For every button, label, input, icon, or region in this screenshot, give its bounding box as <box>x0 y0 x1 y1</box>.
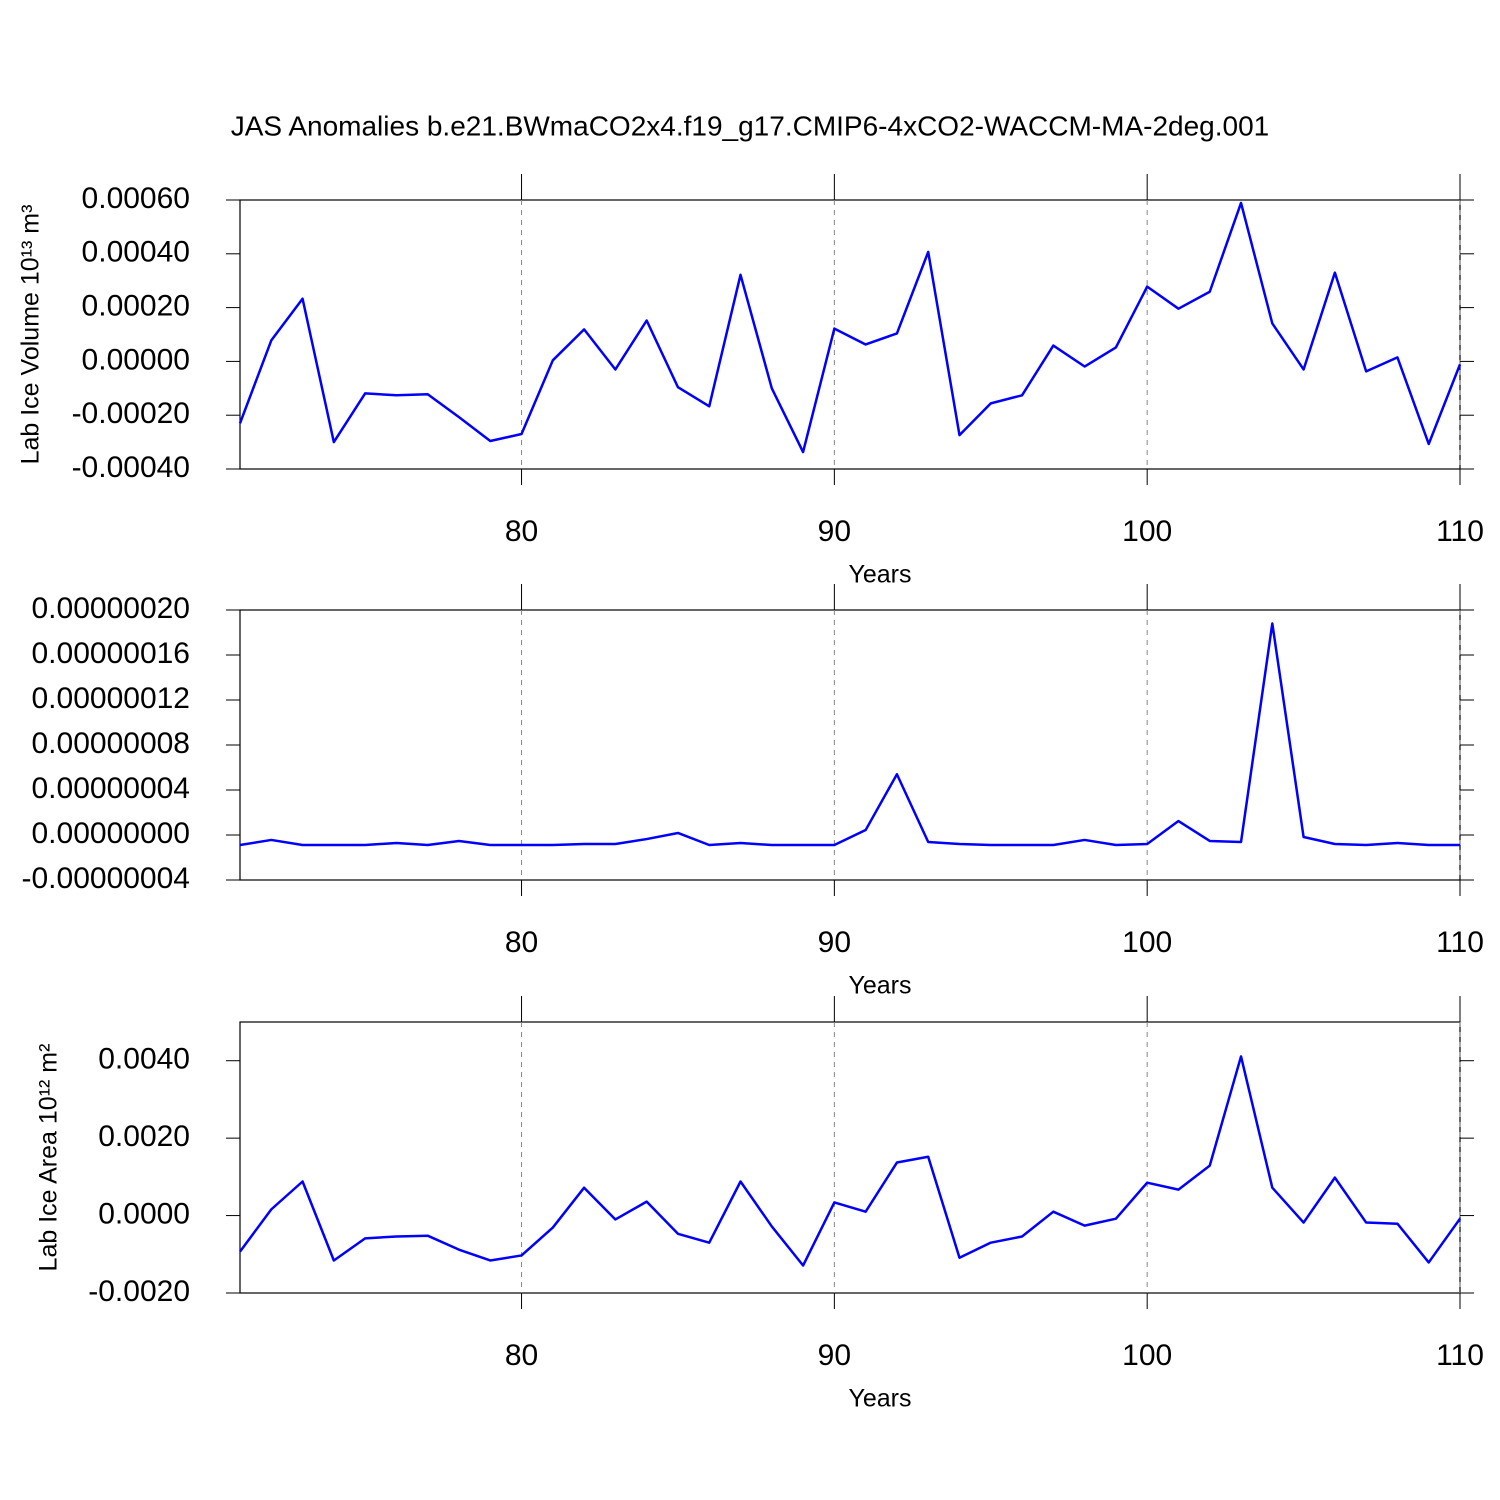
x-axis-label: Years <box>848 972 911 1000</box>
x-axis-label: Years <box>848 1385 911 1413</box>
y-tick-label: 0.00000020 <box>32 592 191 625</box>
data-line <box>238 201 1462 454</box>
x-tick-label: 90 <box>818 515 851 548</box>
y-tick-label: -0.0020 <box>88 1275 190 1308</box>
x-tick-label: 110 <box>1436 1339 1484 1372</box>
y-tick-label: 0.00000004 <box>32 772 191 805</box>
x-axis-label: Years <box>848 561 911 589</box>
y-tick-label: 0.00000016 <box>32 637 191 670</box>
plot-frame <box>239 199 1461 470</box>
x-tick-label: 100 <box>1122 1339 1172 1372</box>
y-tick-label: 0.0040 <box>98 1043 190 1076</box>
x-tick-label: 110 <box>1436 926 1484 959</box>
x-tick-label: 100 <box>1122 515 1172 548</box>
y-tick-label: 0.00020 <box>82 290 190 323</box>
y-tick-label: -0.00020 <box>72 397 190 430</box>
chart-title: JAS Anomalies b.e21.BWmaCO2x4.f19_g17.CM… <box>231 110 1270 141</box>
y-axis-label: Lab Ice Area 10¹² m² <box>35 1044 63 1272</box>
x-tick-label: 110 <box>1436 515 1484 548</box>
y-tick-label: -0.00000004 <box>22 862 191 895</box>
x-tick-label: 80 <box>505 515 538 548</box>
y-tick-label: 0.00000008 <box>32 727 191 760</box>
x-tick-label: 90 <box>818 1339 851 1372</box>
x-tick-label: 100 <box>1122 926 1172 959</box>
y-tick-label: 0.00000012 <box>32 682 191 715</box>
y-tick-label: 0.0020 <box>98 1120 190 1153</box>
y-tick-label: -0.00040 <box>72 451 190 484</box>
y-axis-label: Lab Ice Volume 10¹³ m³ <box>17 205 45 465</box>
plot-frame <box>239 1021 1461 1294</box>
data-line <box>238 1055 1462 1267</box>
x-tick-label: 80 <box>505 926 538 959</box>
y-tick-label: 0.00060 <box>82 182 190 215</box>
x-tick-label: 80 <box>505 1339 538 1372</box>
y-tick-label: 0.00000000 <box>32 817 191 850</box>
x-tick-label: 90 <box>818 926 851 959</box>
y-tick-label: 0.00040 <box>82 236 190 269</box>
y-tick-label: 0.0000 <box>98 1197 190 1230</box>
data-line <box>239 622 1460 847</box>
y-tick-label: 0.00000 <box>82 343 190 376</box>
